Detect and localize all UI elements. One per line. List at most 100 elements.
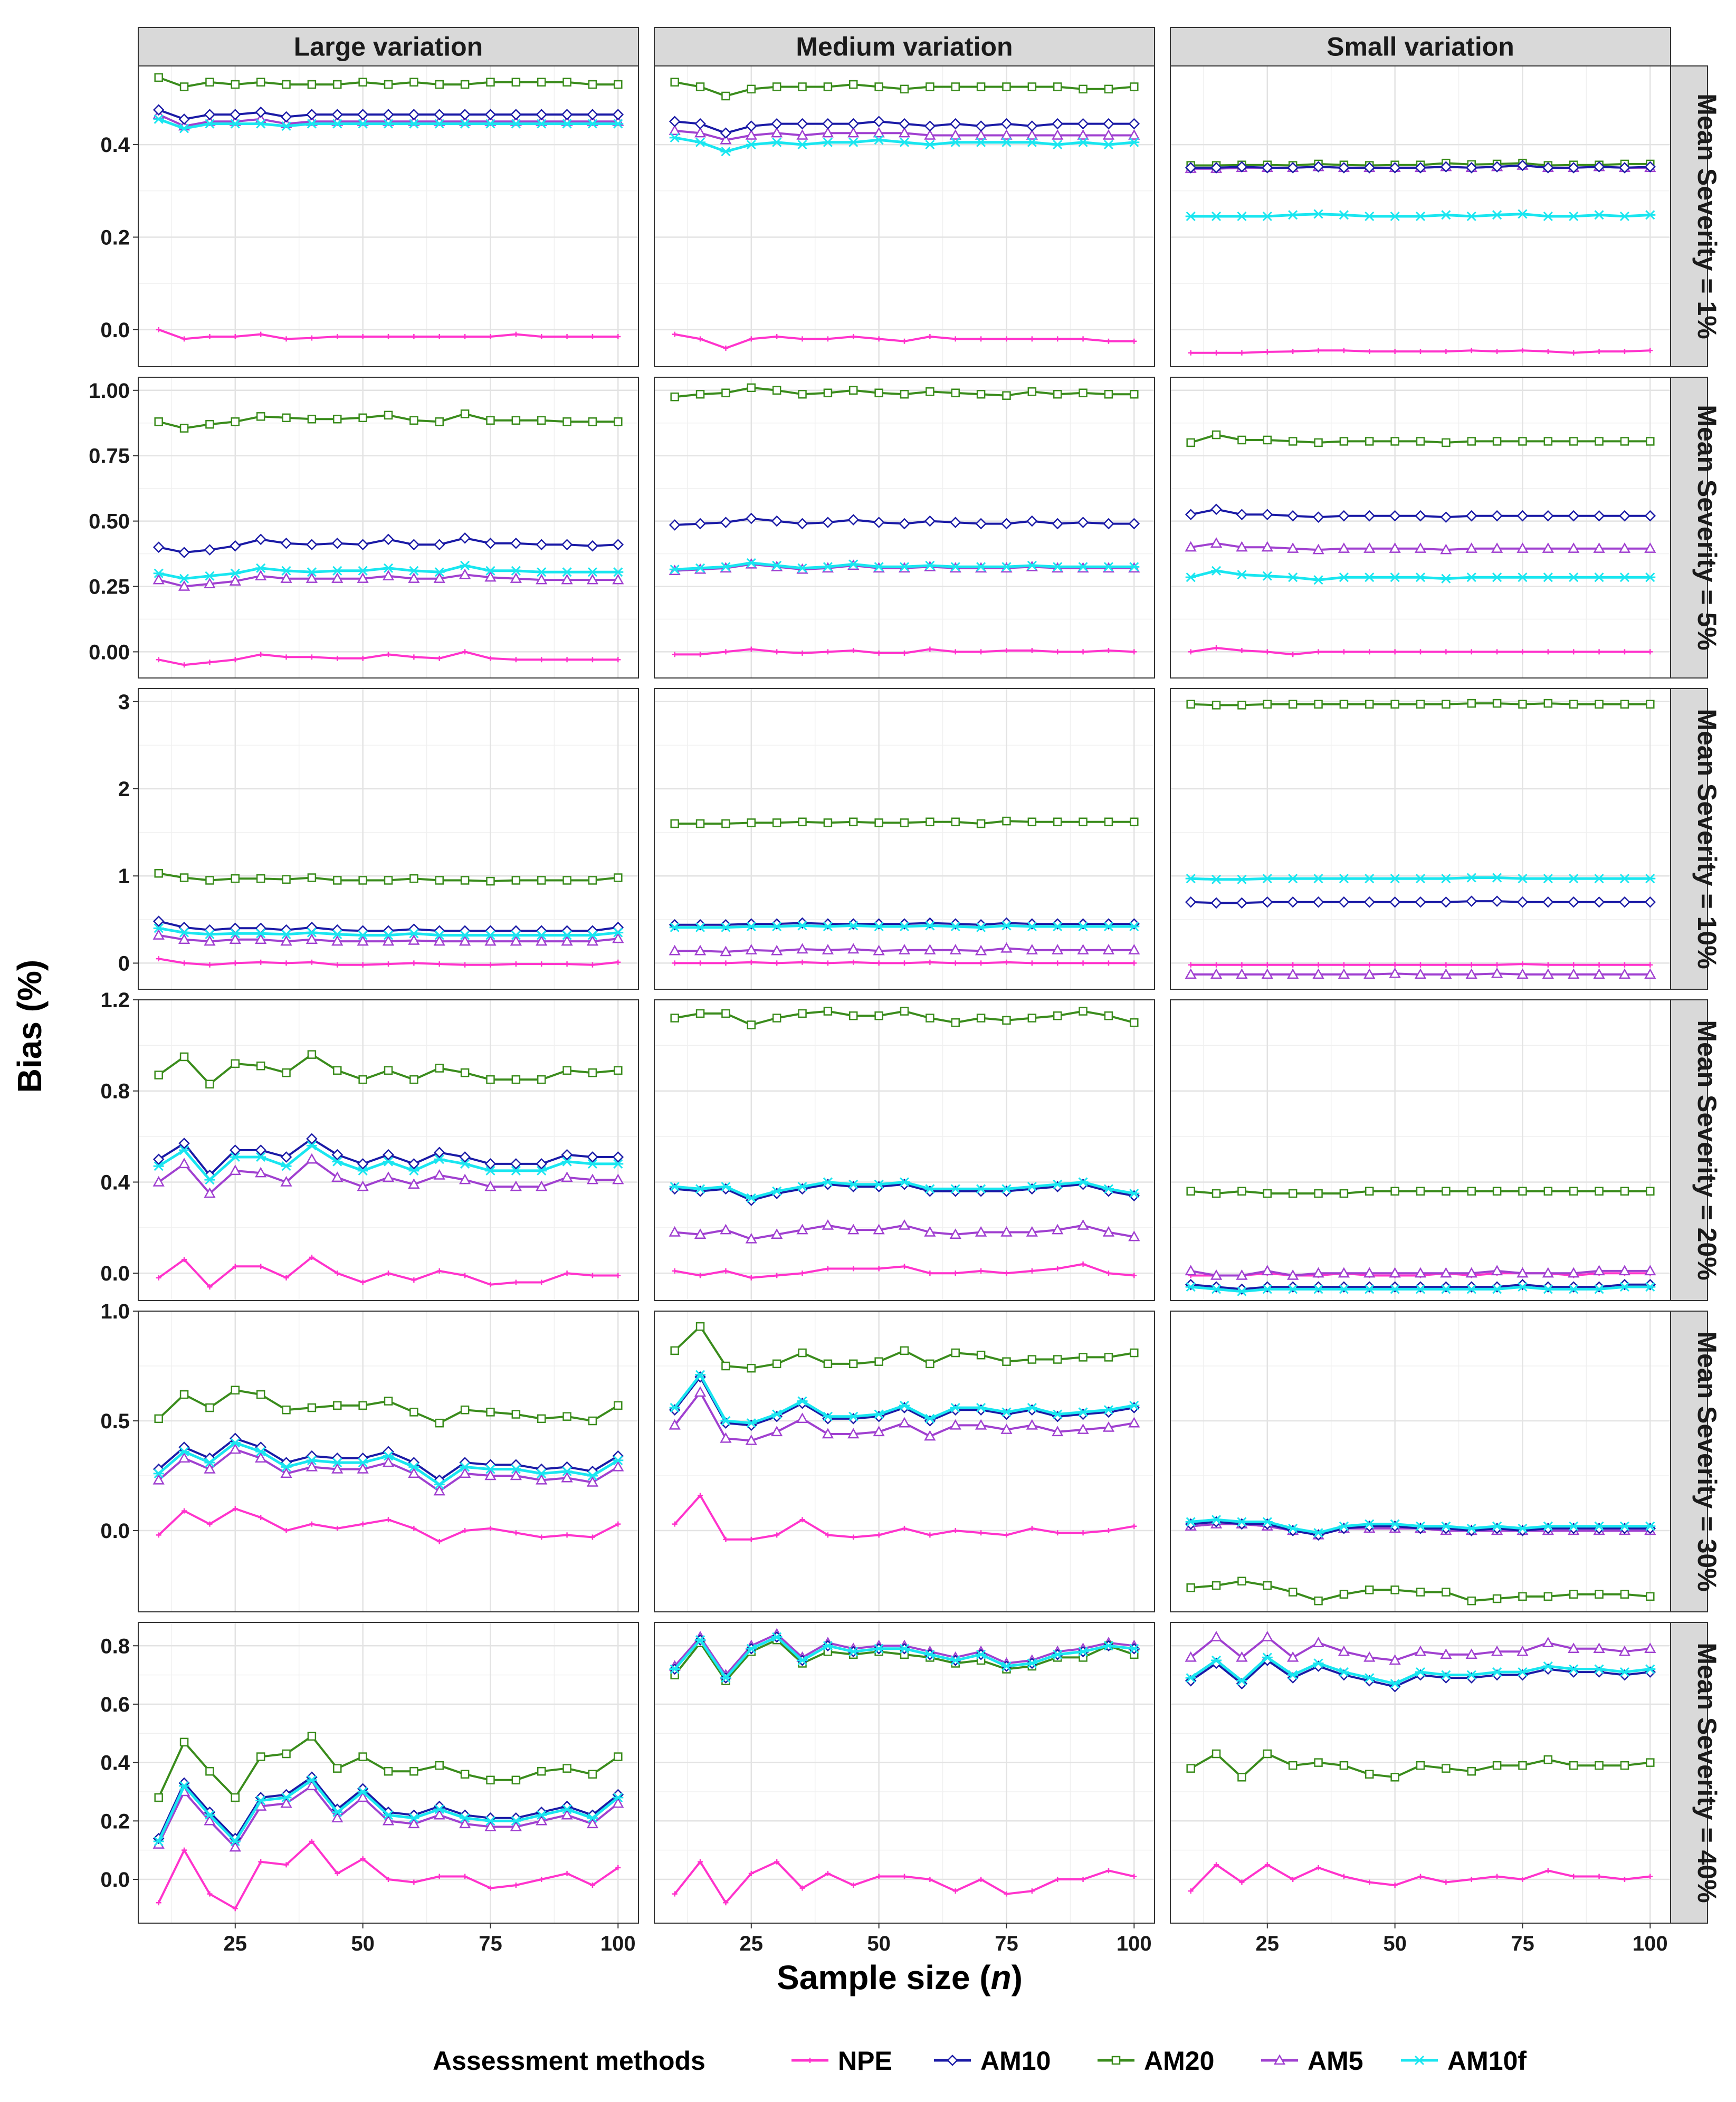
data-point-am20 (747, 84, 756, 94)
data-point-npe (564, 1870, 570, 1876)
data-point-npe (1443, 962, 1449, 968)
data-point-npe (411, 960, 417, 966)
data-point-am20 (1492, 437, 1502, 446)
panel-border (654, 65, 1155, 367)
data-point-am20 (1186, 1764, 1195, 1773)
data-point-am10 (1000, 118, 1013, 130)
data-point-am10f (1287, 874, 1299, 884)
y-tick-label: 0.8 (100, 1635, 130, 1658)
data-point-am20 (205, 1766, 214, 1776)
data-point-npe (748, 336, 754, 342)
data-point-am10f (561, 1157, 573, 1167)
data-point-am10f (797, 563, 808, 573)
data-point-npe (672, 1521, 678, 1527)
data-point-am20 (695, 82, 705, 91)
data-point-am10f (179, 1145, 190, 1155)
data-point-npe (723, 345, 729, 351)
data-point-am20 (695, 1322, 705, 1331)
x-tick-label: 25 (224, 1932, 247, 1955)
data-point-npe (1341, 962, 1347, 968)
data-point-am10f (695, 563, 706, 573)
data-point-am20 (670, 819, 679, 828)
data-point-am10f (1619, 1667, 1630, 1677)
panel (138, 999, 639, 1301)
data-point-am5 (822, 944, 834, 954)
y-tick-label: 0 (118, 952, 130, 975)
data-point-am20 (333, 1764, 342, 1773)
data-point-am5 (408, 572, 420, 583)
series-group (1185, 1631, 1656, 1894)
data-point-npe (615, 657, 621, 663)
data-point-am20 (409, 1075, 418, 1084)
row-strip-label: Mean Severity = 5% (1692, 405, 1722, 651)
data-point-am20 (1518, 700, 1527, 709)
data-point-npe (825, 1532, 831, 1538)
data-point-am5 (459, 1467, 471, 1478)
data-point-npe (1315, 1865, 1321, 1870)
data-point-am10f (976, 562, 987, 572)
data-point-npe (1004, 959, 1009, 965)
data-point-am5 (1026, 1226, 1038, 1237)
y-tick-label: 0.0 (100, 319, 130, 342)
data-point-am5 (924, 1226, 936, 1237)
data-point-am20 (1314, 1758, 1323, 1767)
data-point-am10f (1492, 1667, 1503, 1677)
data-point-npe (513, 331, 519, 337)
data-point-am10 (1185, 162, 1197, 174)
data-point-am5 (1414, 1267, 1427, 1278)
data-point-am5 (408, 1818, 420, 1829)
data-point-am10 (1491, 895, 1503, 907)
data-point-am20 (900, 389, 909, 399)
data-point-npe (825, 960, 831, 966)
data-point-npe (1105, 1270, 1111, 1276)
data-point-npe (1494, 1874, 1500, 1879)
panel (654, 377, 1155, 679)
data-point-am5 (536, 574, 548, 585)
data-point-am20 (951, 1348, 960, 1358)
data-point-am10f (1466, 1523, 1477, 1533)
data-point-npe (698, 1273, 703, 1278)
data-point-am5 (847, 943, 860, 954)
data-point-am10f (669, 1182, 680, 1192)
x-tick-label: 75 (479, 1932, 502, 1955)
data-point-am10 (746, 120, 757, 132)
data-point-npe (1392, 962, 1398, 968)
data-point-npe (1341, 649, 1347, 655)
data-point-npe (1367, 649, 1372, 655)
data-point-am5 (357, 935, 369, 946)
data-point-npe (1131, 960, 1137, 966)
data-point-am5 (1568, 542, 1580, 553)
data-point-am10 (1516, 159, 1529, 171)
data-point-am20 (976, 819, 986, 828)
data-point-am10f (255, 1447, 266, 1457)
data-point-npe (902, 338, 907, 344)
data-point-am5 (204, 1187, 216, 1198)
data-point-npe (182, 1508, 187, 1514)
data-point-am5 (612, 1797, 624, 1808)
data-point-npe (283, 1528, 289, 1534)
data-point-am20 (435, 876, 444, 885)
data-point-am5 (1414, 968, 1427, 979)
data-point-am10f (1026, 1403, 1037, 1413)
data-point-am20 (1002, 816, 1011, 826)
data-point-npe (513, 1530, 519, 1536)
data-point-am10f (797, 1182, 808, 1192)
data-point-npe (1055, 336, 1061, 342)
data-point-npe (1290, 349, 1296, 355)
data-point-npe (799, 650, 805, 656)
data-point-npe (207, 1284, 213, 1290)
data-point-npe (1596, 962, 1602, 968)
data-point-am20 (1492, 1187, 1502, 1196)
data-point-am20 (798, 1009, 807, 1018)
data-point-am10f (1001, 1407, 1012, 1417)
data-point-npe (156, 1275, 161, 1281)
data-point-am10 (1338, 510, 1350, 522)
row-strip (1670, 65, 1708, 367)
data-point-am5 (586, 935, 599, 946)
data-point-am5 (280, 935, 292, 946)
data-point-am5 (1210, 1269, 1223, 1280)
data-point-am20 (823, 818, 833, 827)
data-point-am20 (1646, 437, 1655, 446)
data-point-am20 (460, 1068, 470, 1077)
data-point-am10f (848, 559, 859, 569)
